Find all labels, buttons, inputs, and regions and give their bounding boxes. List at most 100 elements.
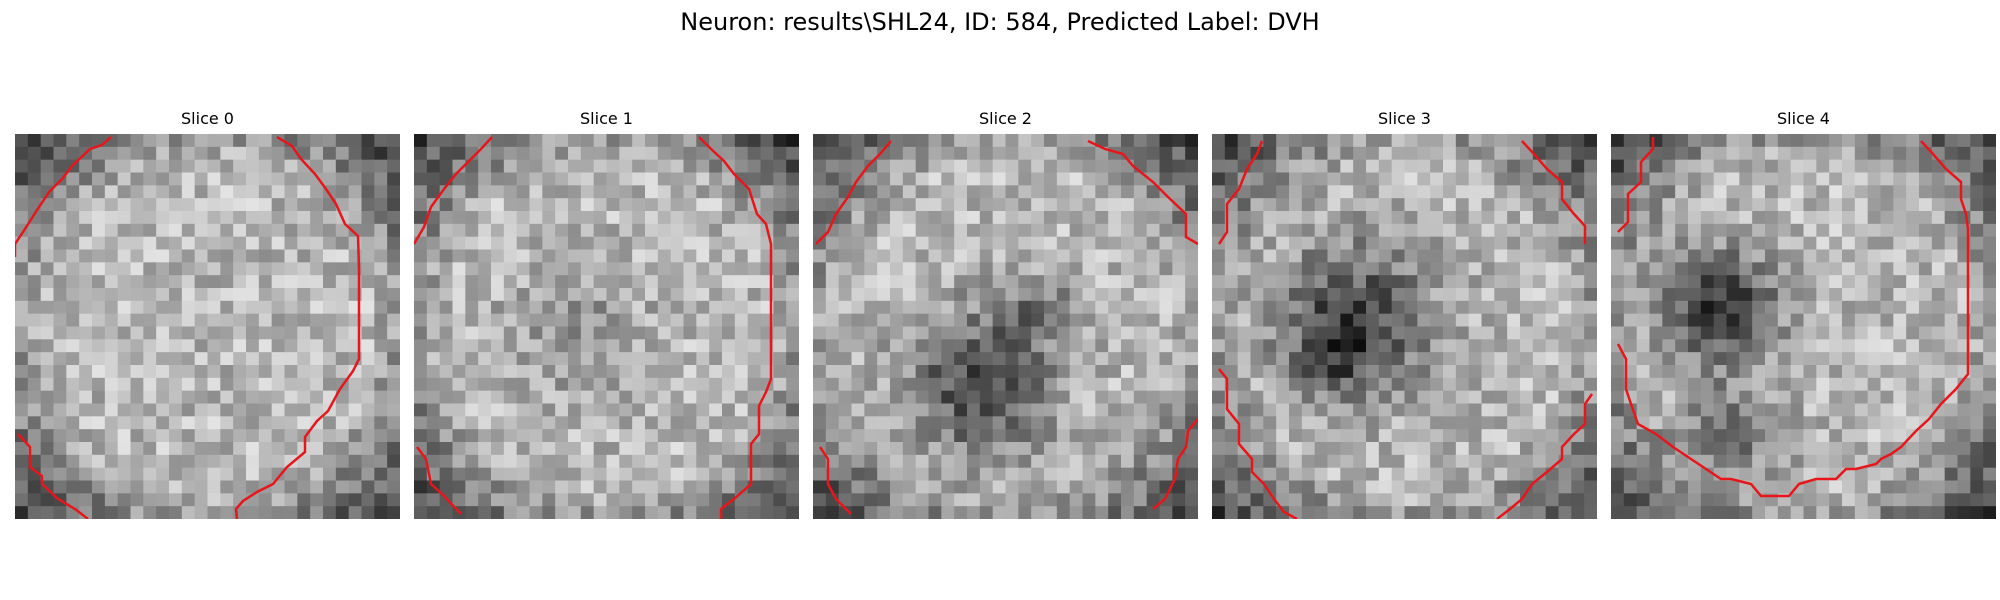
pixel (1816, 480, 1830, 494)
pixel (40, 249, 54, 263)
pixel (1353, 467, 1367, 481)
pixel (181, 198, 196, 212)
pixel (1842, 416, 1856, 430)
pixel (452, 403, 466, 417)
pixel (1816, 352, 1830, 366)
pixel (683, 249, 697, 263)
pixel (979, 390, 994, 404)
pixel (1558, 275, 1572, 289)
pixel (529, 313, 543, 327)
pixel (335, 262, 350, 276)
pixel (1957, 185, 1971, 199)
pixel (271, 326, 285, 340)
pixel (491, 249, 505, 263)
pixel (1700, 326, 1715, 340)
pixel (194, 223, 208, 238)
pixel (439, 467, 453, 481)
pixel (92, 390, 106, 404)
pixel (1121, 313, 1135, 327)
pixel (169, 454, 183, 469)
pixel (1970, 339, 1984, 353)
pixel (503, 159, 518, 173)
pixel (1404, 352, 1418, 366)
pixel (1854, 390, 1869, 404)
pixel (246, 352, 260, 366)
pixel (1545, 146, 1559, 161)
pixel (1159, 442, 1173, 456)
pixel (954, 211, 968, 225)
pixel (323, 326, 337, 340)
pixel (1056, 429, 1071, 443)
pixel (928, 454, 942, 469)
pixel (478, 275, 492, 289)
pixel (1056, 403, 1071, 417)
pixel (967, 288, 981, 302)
pixel (361, 480, 375, 494)
pixel (1159, 185, 1173, 199)
pixel (53, 467, 67, 481)
pixel (709, 300, 723, 315)
pixel (992, 326, 1006, 340)
pixel (1726, 313, 1740, 327)
pixel (992, 416, 1006, 430)
pixel (1005, 365, 1019, 379)
pixel (1044, 442, 1058, 456)
pixel (1970, 313, 1984, 327)
pixel (1327, 365, 1341, 379)
pixel (40, 506, 54, 519)
pixel (1301, 403, 1316, 417)
pixel (1404, 339, 1418, 353)
pixel (1688, 211, 1702, 225)
pixel (361, 146, 375, 161)
pixel (1005, 223, 1019, 238)
pixel (747, 300, 761, 315)
pixel (181, 352, 196, 366)
pixel (1146, 211, 1160, 225)
pixel (1443, 198, 1457, 212)
pixel (1906, 198, 1920, 212)
pixel (1378, 326, 1393, 340)
pixel (503, 134, 518, 148)
pixel (1700, 172, 1715, 186)
pixel (954, 300, 968, 315)
pixel (722, 223, 736, 238)
pixel (361, 185, 375, 199)
pixel (619, 339, 633, 353)
pixel (1765, 146, 1779, 161)
pixel (632, 339, 646, 353)
pixel (66, 211, 80, 225)
pixel (207, 352, 221, 366)
pixel (1675, 236, 1689, 250)
pixel (1353, 493, 1367, 507)
pixel (555, 249, 569, 263)
pixel (838, 365, 852, 379)
pixel (130, 313, 144, 327)
pixel (169, 403, 183, 417)
pixel (1545, 506, 1559, 519)
pixel (15, 493, 29, 507)
pixel (786, 365, 799, 379)
pixel (104, 339, 119, 353)
pixel (1353, 429, 1367, 443)
pixel (825, 442, 840, 456)
pixel (1455, 339, 1470, 353)
pixel (709, 159, 723, 173)
pixel (722, 377, 736, 392)
pixel (246, 288, 260, 302)
pixel (657, 185, 672, 199)
pixel (516, 339, 530, 353)
pixel (220, 493, 234, 507)
pixel (645, 352, 659, 366)
pixel (1752, 262, 1766, 276)
pixel (271, 262, 285, 276)
pixel (722, 339, 736, 353)
pixel (1018, 454, 1032, 469)
pixel (15, 159, 29, 173)
pixel (15, 454, 29, 469)
pixel (1108, 377, 1122, 392)
pixel (452, 326, 466, 340)
pixel (760, 211, 774, 225)
pixel (233, 262, 247, 276)
pixel (967, 339, 981, 353)
pixel (310, 146, 324, 161)
